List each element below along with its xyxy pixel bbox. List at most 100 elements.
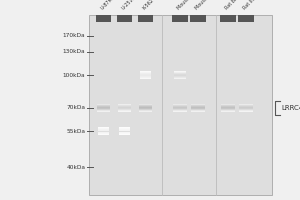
Bar <box>173 109 187 110</box>
Bar <box>191 109 205 110</box>
Bar <box>220 15 236 22</box>
Bar <box>239 109 253 110</box>
Bar <box>174 75 186 76</box>
Bar <box>139 105 152 106</box>
Bar <box>239 108 253 109</box>
Bar <box>140 73 151 74</box>
Text: 100kDa: 100kDa <box>63 73 86 78</box>
Bar <box>174 71 186 72</box>
Bar <box>191 111 205 112</box>
Bar <box>97 104 110 105</box>
Bar <box>119 134 130 135</box>
Bar <box>139 107 152 108</box>
Bar <box>139 110 152 111</box>
Bar <box>118 110 131 111</box>
Bar <box>221 111 235 112</box>
Text: Rat brain: Rat brain <box>224 0 244 11</box>
Text: Mouse brain: Mouse brain <box>176 0 201 11</box>
Bar <box>174 73 186 74</box>
Bar <box>118 107 131 108</box>
Bar <box>139 111 152 112</box>
Bar <box>119 130 130 131</box>
Bar <box>173 104 187 105</box>
Bar <box>119 129 130 130</box>
Bar <box>172 15 188 22</box>
Bar <box>140 78 151 79</box>
Bar <box>173 111 187 112</box>
Bar <box>118 104 131 105</box>
Bar <box>118 108 131 109</box>
Bar <box>140 76 151 77</box>
Bar <box>138 15 153 22</box>
Bar <box>221 104 235 105</box>
Bar <box>239 104 253 105</box>
Bar <box>98 129 109 130</box>
Text: 70kDa: 70kDa <box>67 105 85 110</box>
Bar <box>98 133 109 134</box>
Bar <box>117 15 132 22</box>
Bar <box>174 76 186 77</box>
Bar <box>140 71 151 72</box>
Bar <box>221 105 235 106</box>
Bar <box>119 133 130 134</box>
Bar <box>139 104 152 105</box>
Bar <box>98 127 109 128</box>
Text: Mouse liver: Mouse liver <box>194 0 218 11</box>
Bar <box>97 110 110 111</box>
Bar <box>174 78 186 79</box>
Bar <box>97 106 110 107</box>
Bar <box>174 77 186 78</box>
Bar <box>191 108 205 109</box>
Bar <box>139 106 152 107</box>
Bar <box>88 15 272 195</box>
Bar <box>221 108 235 109</box>
Bar <box>191 110 205 111</box>
Bar <box>190 15 206 22</box>
Bar <box>97 111 110 112</box>
Bar <box>174 74 186 75</box>
Bar <box>173 105 187 106</box>
Bar <box>221 107 235 108</box>
Bar <box>98 130 109 131</box>
Bar <box>98 128 109 129</box>
Bar <box>118 111 131 112</box>
Bar <box>239 105 253 106</box>
Bar <box>221 109 235 110</box>
Bar <box>173 108 187 109</box>
Bar <box>119 127 130 128</box>
Text: K-562: K-562 <box>142 0 155 11</box>
Bar <box>174 72 186 73</box>
Bar <box>97 109 110 110</box>
Bar <box>191 104 205 105</box>
Bar <box>98 132 109 133</box>
Bar <box>173 107 187 108</box>
Bar <box>139 109 152 110</box>
Bar <box>97 107 110 108</box>
Bar <box>97 105 110 106</box>
Bar <box>118 106 131 107</box>
Text: Rat liver: Rat liver <box>242 0 260 11</box>
Bar <box>97 108 110 109</box>
Bar <box>191 105 205 106</box>
Bar <box>139 108 152 109</box>
Bar <box>173 106 187 107</box>
Bar <box>98 134 109 135</box>
Text: U-87MG: U-87MG <box>100 0 117 11</box>
Bar <box>191 106 205 107</box>
Bar <box>191 107 205 108</box>
Text: 55kDa: 55kDa <box>67 129 85 134</box>
Text: 40kDa: 40kDa <box>67 165 85 170</box>
Bar <box>239 107 253 108</box>
Text: U-251MG: U-251MG <box>121 0 140 11</box>
Bar <box>173 110 187 111</box>
Bar <box>118 109 131 110</box>
Text: 130kDa: 130kDa <box>63 49 86 54</box>
Bar <box>140 75 151 76</box>
Bar <box>221 106 235 107</box>
Text: LRRC4: LRRC4 <box>281 105 300 111</box>
Bar <box>238 15 254 22</box>
Bar <box>239 110 253 111</box>
Bar <box>119 128 130 129</box>
Bar <box>140 74 151 75</box>
Bar <box>239 106 253 107</box>
